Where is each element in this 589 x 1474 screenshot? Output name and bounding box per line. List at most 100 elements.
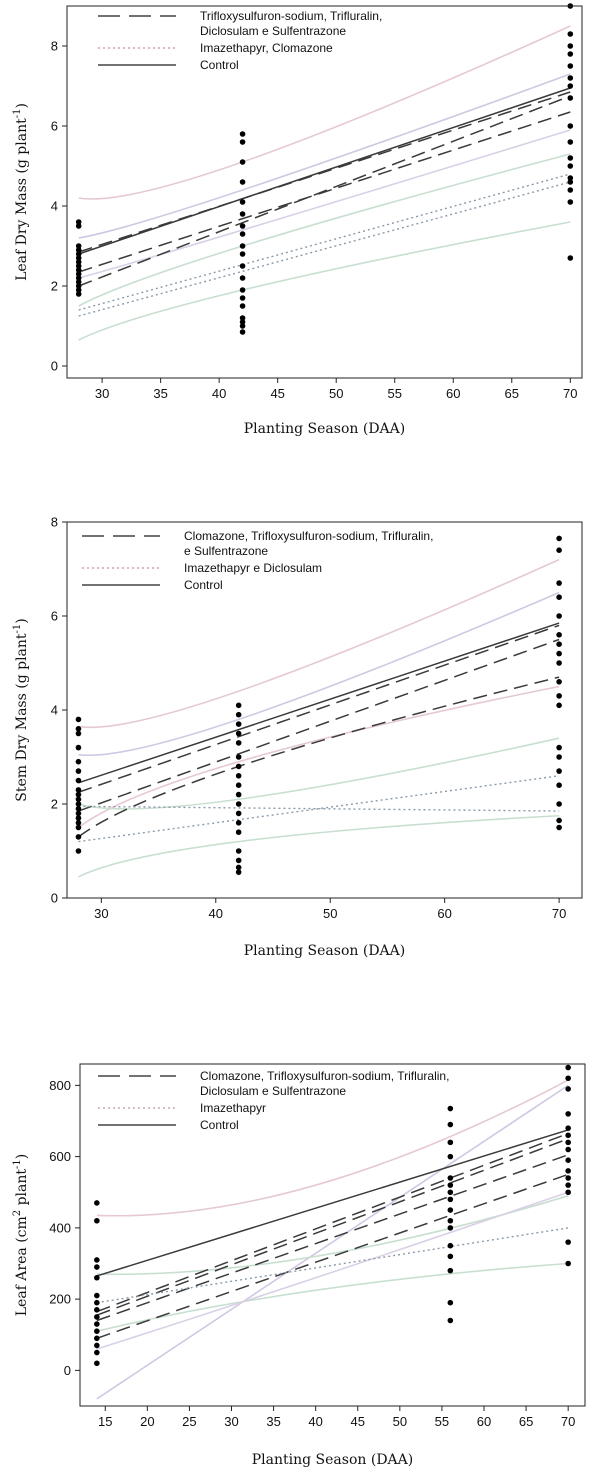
data-point (556, 632, 562, 638)
data-point (75, 791, 82, 798)
data-point (567, 155, 574, 161)
chart-2: 30 40 50 60 70 0 2 4 6 8 Planting Season (DAA) Stem… (12, 515, 583, 959)
x-tick-label: 60 (477, 1414, 491, 1429)
data-point (94, 1200, 100, 1206)
data-point (239, 179, 246, 185)
data-point (75, 805, 82, 812)
data-point (94, 1321, 100, 1327)
data-point (239, 295, 246, 301)
data-point (565, 1139, 571, 1146)
y-axis-title: Stem Dry Mass (g plant-1) (12, 618, 30, 802)
data-point (556, 650, 562, 657)
fit-line-solid (96, 1129, 569, 1277)
x-tick-label: 30 (95, 386, 109, 401)
data-point (556, 702, 562, 709)
legend-entry-text: Control (200, 1118, 239, 1132)
fit-line-dashed (78, 95, 571, 287)
data-point (75, 777, 82, 784)
data-point (75, 271, 82, 277)
data-point (447, 1189, 454, 1196)
data-point (556, 679, 562, 685)
data-point (235, 864, 242, 871)
data-point (565, 1132, 571, 1139)
fit-line-dashed (78, 91, 571, 253)
data-point (556, 754, 562, 760)
confidence-band (96, 1195, 569, 1276)
x-tick-label: 65 (505, 386, 519, 401)
data-point (75, 787, 82, 793)
x-tick-label: 50 (393, 1414, 407, 1429)
plot-frame (66, 521, 583, 899)
data-point (567, 51, 574, 57)
y-tick-label: 800 (49, 1078, 71, 1093)
data-point (556, 817, 562, 824)
confidence-band (78, 814, 560, 878)
data-point (75, 834, 82, 840)
data-point (94, 1274, 100, 1281)
data-point (239, 251, 246, 257)
data-point (75, 267, 82, 273)
data-point (75, 287, 82, 293)
x-tick-label: 50 (323, 906, 337, 921)
data-point (94, 1292, 100, 1299)
data-point (94, 1314, 100, 1320)
y-tick-label: 0 (64, 1363, 71, 1378)
data-point (239, 319, 246, 325)
data-point (94, 1257, 100, 1263)
data-point (75, 848, 82, 854)
data-point (565, 1125, 571, 1131)
x-tick-label: 30 (94, 906, 108, 921)
y-axis-title: Leaf Area (cm2 plant-1) (12, 1154, 30, 1317)
confidence-band (96, 1262, 569, 1332)
data-point (565, 1175, 571, 1181)
x-tick-label: 50 (329, 386, 343, 401)
data-point (94, 1360, 100, 1367)
fit-line-dashed (78, 638, 560, 812)
y-tick-label: 0 (51, 891, 58, 906)
data-point (235, 829, 242, 835)
data-point (94, 1349, 100, 1356)
data-point (75, 243, 82, 249)
fit-line-dashed (78, 624, 560, 793)
data-point (239, 243, 246, 249)
x-axis-title: Planting Season (DAA) (244, 421, 405, 437)
plot-frame (79, 1063, 586, 1407)
y-tick-label: 4 (51, 703, 58, 718)
data-point (447, 1153, 454, 1160)
x-tick-label: 65 (519, 1414, 533, 1429)
data-point (75, 744, 82, 751)
data-point (239, 315, 246, 321)
data-point (235, 869, 242, 875)
data-point (239, 231, 246, 237)
data-point (567, 187, 574, 193)
data-point (556, 768, 562, 774)
data-point (239, 287, 246, 293)
data-point (567, 163, 574, 169)
data-point (447, 1207, 454, 1213)
data-point (567, 175, 574, 181)
x-axis-title: Planting Season (DAA) (252, 1452, 413, 1468)
y-tick-label: 8 (51, 515, 58, 530)
data-point (567, 75, 574, 81)
confidence-band (78, 153, 571, 307)
x-tick-label: 40 (209, 906, 223, 921)
data-point (565, 1157, 571, 1163)
x-tick-label: 35 (266, 1414, 280, 1429)
data-point (556, 547, 562, 553)
data-point (94, 1217, 100, 1224)
data-point (239, 275, 246, 281)
data-point (447, 1105, 454, 1112)
data-point (75, 815, 82, 821)
data-point (556, 535, 562, 542)
data-point (75, 279, 82, 285)
fit-line-dotted (78, 173, 571, 311)
data-point (94, 1264, 100, 1270)
y-tick-label: 2 (51, 797, 58, 812)
data-point (556, 693, 562, 699)
data-point (447, 1253, 454, 1260)
data-point (235, 801, 242, 807)
fit-line-dotted (78, 805, 560, 812)
confidence-band (78, 737, 560, 810)
legend-entry-text: Imazethapyr (200, 1101, 266, 1115)
